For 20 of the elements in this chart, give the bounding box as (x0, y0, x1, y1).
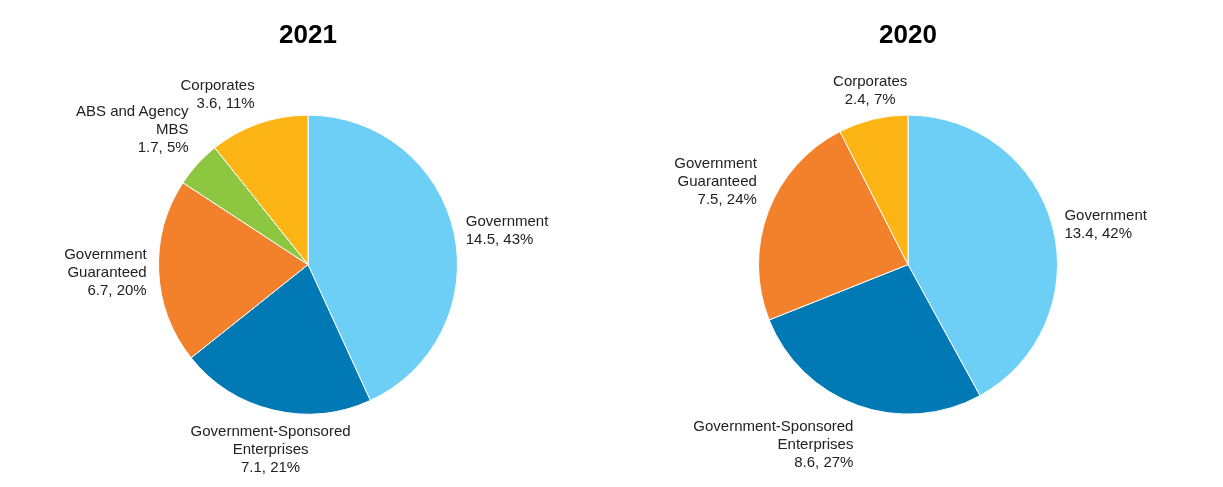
data-label: 13.4, 42% (1064, 224, 1132, 242)
slice-label: Government-Sponsored Enterprises (693, 416, 854, 452)
data-label: 1.7, 5% (137, 137, 189, 155)
slice-label: Corporates (180, 76, 255, 94)
data-label: 2.4, 7% (844, 89, 896, 107)
data-label: 7.1, 21% (240, 457, 301, 475)
data-label: 7.5, 24% (697, 189, 757, 207)
data-label: 14.5, 43% (465, 230, 534, 248)
data-label: 3.6, 11% (196, 94, 255, 112)
slice-label: Corporates (833, 71, 908, 89)
slice-label: ABS and Agency MBS (76, 101, 190, 137)
data-label: 8.6, 27% (794, 452, 854, 470)
slice-label: Government (1064, 206, 1148, 224)
slice-label: Government-Sponsored Enterprises (190, 421, 351, 457)
data-label: 6.7, 20% (87, 281, 147, 299)
chart-title: 2020 (879, 18, 937, 49)
chart-title: 2021 (279, 18, 337, 49)
slice-label: Government (465, 212, 550, 230)
slice-label: Government Guaranteed (64, 245, 148, 281)
slice-label: Government Guaranteed (674, 153, 758, 189)
